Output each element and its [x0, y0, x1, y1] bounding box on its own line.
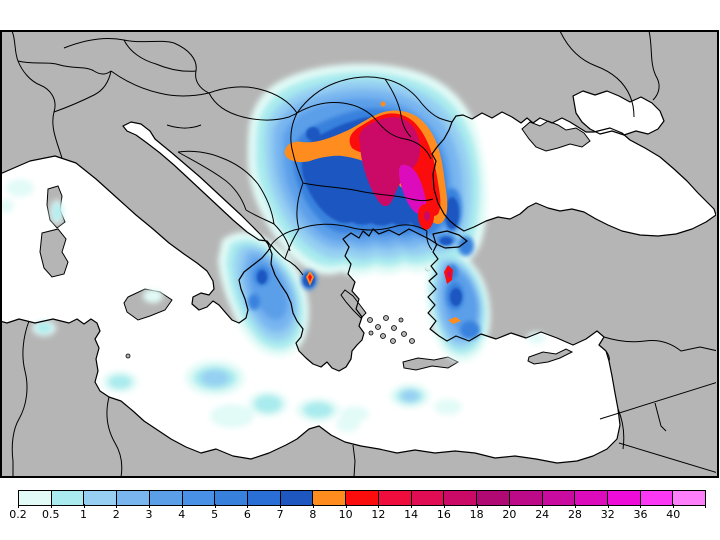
- colorbar-tick: [443, 504, 445, 508]
- mediterranean-sea: [2, 122, 620, 463]
- country-borders: [11, 32, 716, 476]
- cyprus-island: [527, 348, 574, 365]
- black-sea: [432, 112, 716, 236]
- colorbar-segment: [148, 491, 182, 505]
- colorbar-tick-label: 4: [178, 508, 186, 521]
- colorbar-tick-label: 7: [276, 508, 284, 521]
- sea-of-azov: [573, 91, 664, 135]
- colorbar-tick: [149, 504, 151, 508]
- colorbar-segment: [443, 491, 477, 505]
- colorbar-segment: [508, 491, 542, 505]
- colorbar-tick: [214, 504, 216, 508]
- colorbar-segment: [606, 491, 640, 505]
- colorbar-segment: [83, 491, 117, 505]
- colorbar-tick: [640, 504, 642, 508]
- colorbar-tick-label: 10: [338, 508, 353, 521]
- sardinia-island: [39, 228, 69, 278]
- colorbar-segment: [639, 491, 673, 505]
- colorbar-tick-label: 16: [436, 508, 451, 521]
- colorbar-tick-label: 18: [469, 508, 484, 521]
- colorbar-tick-label: 28: [567, 508, 582, 521]
- weather-map: [0, 30, 719, 478]
- colorbar-bar: [18, 490, 706, 506]
- colorbar-tick: [280, 504, 282, 508]
- colorbar-tick: [509, 504, 511, 508]
- colorbar-segment: [50, 491, 84, 505]
- colorbar-segment: [312, 491, 346, 505]
- colorbar-tick-label: 24: [535, 508, 550, 521]
- colorbar-tick: [476, 504, 478, 508]
- colorbar-tick-label: 12: [371, 508, 386, 521]
- colorbar-segment: [279, 491, 313, 505]
- coastlines: [2, 90, 716, 464]
- colorbar-tick: [673, 504, 675, 508]
- colorbar-segment: [410, 491, 444, 505]
- colorbar-tick-label: 20: [502, 508, 517, 521]
- colorbar-tick: [50, 504, 52, 508]
- colorbar-segment: [345, 491, 378, 505]
- colorbar-tick: [607, 504, 609, 508]
- colorbar-tick: [18, 504, 19, 508]
- colorbar-tick-label: 14: [404, 508, 419, 521]
- crete-island: [402, 356, 460, 371]
- colorbar-tick-label: 0.2: [9, 508, 27, 521]
- colorbar-segment: [541, 491, 575, 505]
- colorbar: 0.2 0.5 1 2 3 4 5 6 7 8 10 12 14 16 18 20 24 28 32 36 40: [9, 490, 706, 524]
- colorbar-segment: [672, 491, 706, 505]
- colorbar-tick: [705, 504, 706, 508]
- colorbar-segment: [476, 491, 509, 505]
- precipitation-field: [2, 63, 545, 432]
- colorbar-tick: [116, 504, 118, 508]
- colorbar-tick: [83, 504, 85, 508]
- colorbar-tick: [378, 504, 380, 508]
- colorbar-tick: [411, 504, 413, 508]
- colorbar-segment: [574, 491, 607, 505]
- colorbar-tick-label: 3: [145, 508, 153, 521]
- colorbar-tick: [542, 504, 544, 508]
- colorbar-tick-label: 6: [243, 508, 251, 521]
- colorbar-segment: [116, 491, 149, 505]
- colorbar-tick: [345, 504, 347, 508]
- core-bright-magenta-tail: [399, 164, 427, 214]
- colorbar-segment: [19, 491, 51, 505]
- colorbar-tick-label: 0.5: [42, 508, 60, 521]
- colorbar-tick-label: 1: [80, 508, 88, 521]
- colorbar-tick: [247, 504, 249, 508]
- wturkey-spot-center: [447, 270, 451, 278]
- colorbar-segment: [214, 491, 248, 505]
- colorbar-tick-label: 32: [600, 508, 615, 521]
- colorbar-segment: [247, 491, 280, 505]
- colorbar-segment: [181, 491, 215, 505]
- crimea-peninsula: [521, 120, 591, 152]
- colorbar-tick: [574, 504, 576, 508]
- map-frame-stroke: [0, 30, 719, 478]
- sea-fills: [2, 91, 716, 463]
- greece-spot-center: [308, 274, 312, 282]
- colorbar-tick-label: 8: [309, 508, 317, 521]
- core-orange-dot: [380, 101, 386, 107]
- colorbar-tick: [181, 504, 183, 508]
- colorbar-tick-label: 5: [211, 508, 219, 521]
- euboea-island: [340, 289, 367, 319]
- antalya-orange-arrow: [448, 317, 461, 324]
- colorbar-tick: [312, 504, 314, 508]
- colorbar-tick-label: 2: [112, 508, 120, 521]
- satellite-blob-center: [424, 211, 430, 221]
- colorbar-segment: [377, 491, 411, 505]
- colorbar-tick-label: 36: [633, 508, 648, 521]
- colorbar-tick-label: 40: [666, 508, 681, 521]
